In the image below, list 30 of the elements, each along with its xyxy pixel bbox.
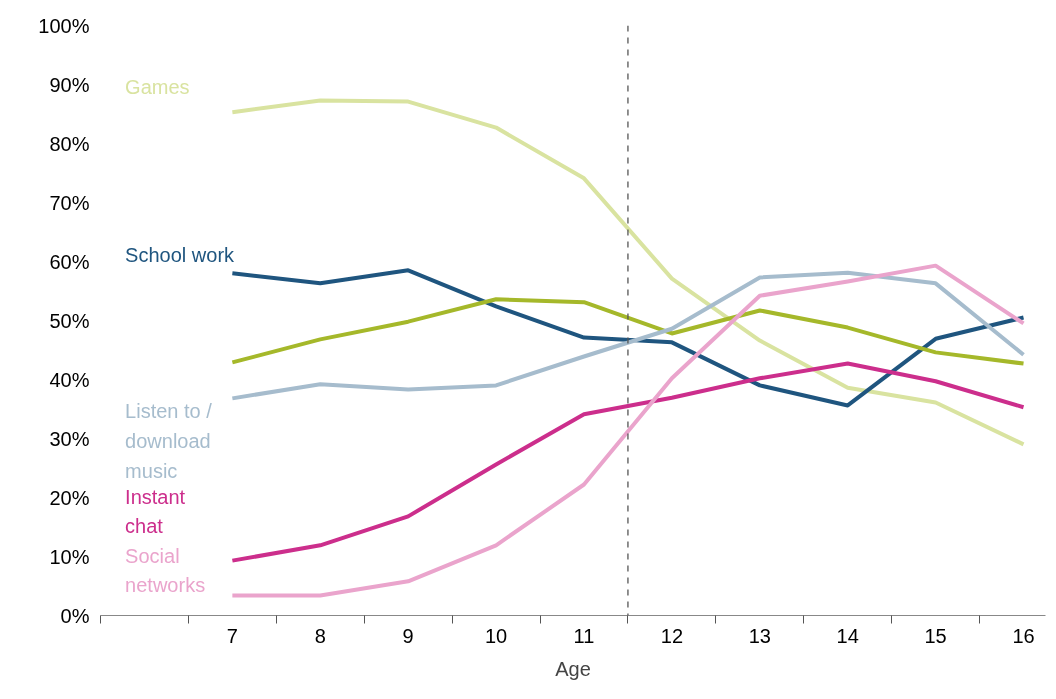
line-series: [230, 361, 1026, 563]
y-tick-label: 50%: [49, 309, 90, 332]
x-axis-title: Age: [555, 657, 591, 680]
x-tick-label: 9: [402, 624, 414, 647]
x-tick-label: 12: [660, 624, 684, 647]
y-tick-label: 30%: [49, 427, 90, 450]
y-tick-label: 0%: [60, 604, 90, 627]
x-tick-label: 7: [226, 624, 238, 647]
text: Games: [125, 75, 190, 98]
x-tick-label: 15: [924, 624, 947, 647]
x-tick-label: 14: [836, 624, 859, 647]
y-tick-label: 20%: [49, 486, 90, 509]
y-tick-label: 60%: [49, 250, 90, 273]
y-tick-label: 40%: [49, 368, 90, 391]
line-series: [230, 297, 1026, 366]
y-tick-label: 100%: [38, 14, 90, 37]
y-tick-label: 80%: [49, 132, 90, 155]
y-tick-label: 90%: [49, 73, 90, 96]
x-tick-label: 13: [748, 624, 771, 647]
x-tick-label: 10: [484, 624, 508, 647]
series-label: Social networks: [125, 544, 206, 597]
y-tick-label: 10%: [49, 545, 90, 568]
y-tick-label: 70%: [49, 191, 90, 214]
text: Instant chat: [125, 485, 186, 538]
series-label: Listen to / download music: [125, 400, 213, 482]
series-label: School work: [125, 243, 236, 266]
x-tick-label: 8: [314, 624, 326, 647]
x-tick-label: 11: [573, 624, 595, 647]
x-tick-label: 16: [1012, 624, 1035, 647]
line-series: [230, 263, 1026, 598]
